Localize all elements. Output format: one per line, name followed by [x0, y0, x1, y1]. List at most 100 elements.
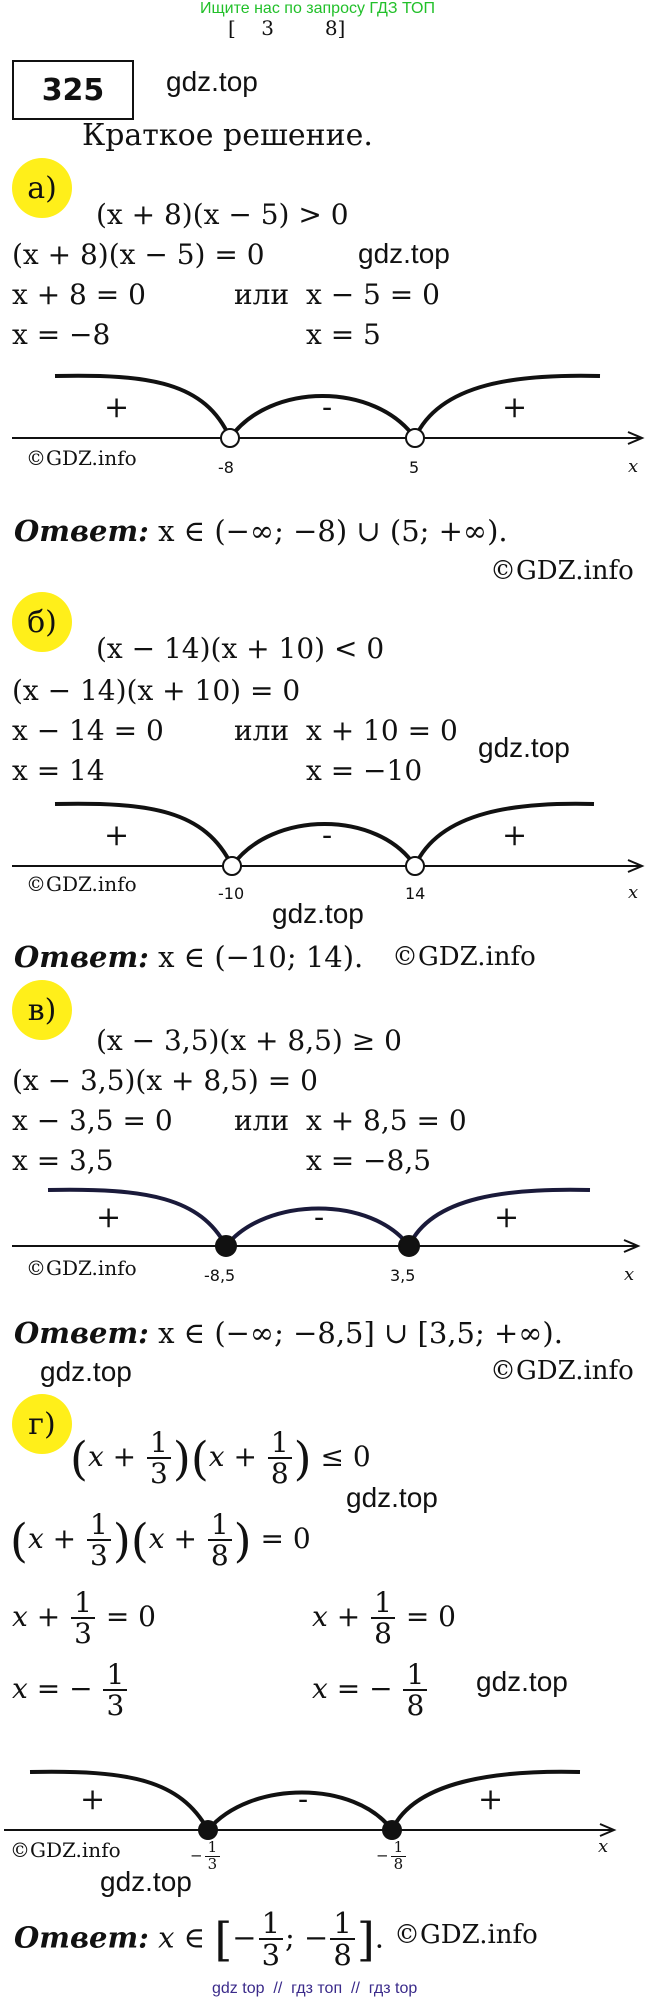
v-equation: (x − 3,5)(x + 8,5) = 0 — [12, 1064, 318, 1097]
b-sign-3: + — [502, 818, 528, 853]
v-point-left — [215, 1235, 237, 1257]
v-answer: Ответ: x ∈ (−∞; −8,5] ∪ [3,5; +∞). — [14, 1316, 563, 1350]
b-sol2: x = −10 — [306, 754, 423, 787]
v-axis-arrow — [623, 1239, 641, 1253]
b-curve-mid — [230, 822, 417, 868]
wm-gdz-info: ©GDZ.info — [26, 446, 137, 470]
wm-gdz-top: gdz.top — [346, 1482, 438, 1513]
a-axis-var: x — [628, 456, 639, 477]
v-tick-right: 3,5 — [390, 1266, 416, 1285]
a-axis-arrow — [627, 431, 645, 445]
a-number-line — [12, 373, 645, 448]
g-answer: Ответ: x ∈ [− 1 3; −1 8]. — [14, 1906, 384, 1973]
b-sign-2: - — [322, 818, 333, 853]
a-inequality: (x + 8)(x − 5) > 0 — [96, 198, 349, 231]
problem-number: 325 — [41, 72, 105, 108]
a-sol1: x = −8 — [12, 318, 111, 351]
badge-b: б) — [12, 592, 72, 652]
v-sign-1: + — [96, 1200, 122, 1235]
a-answer: Ответ: x ∈ (−∞; −8) ∪ (5; +∞). — [14, 514, 508, 548]
a-curve-right — [413, 373, 601, 439]
v-inequality: (x − 3,5)(x + 8,5) ≥ 0 — [96, 1024, 402, 1057]
a-curve-left — [54, 373, 232, 439]
a-root1: x + 8 = 0 — [12, 278, 146, 311]
g-curve-right — [390, 1769, 581, 1831]
v-axis-var: x — [624, 1264, 635, 1285]
g-inequality: (x + 1 3)(x + 1 8) ≤ 0 — [70, 1426, 371, 1491]
b-number-line — [12, 801, 645, 876]
b-root2: x + 10 = 0 — [306, 714, 458, 747]
a-sol2: x = 5 — [306, 318, 381, 351]
site-name: gdz.top — [166, 66, 258, 97]
v-or: или — [234, 1104, 290, 1137]
b-curve-right — [413, 801, 595, 867]
v-point-right — [398, 1235, 420, 1257]
v-sign-2: - — [314, 1200, 325, 1235]
g-sign-3: + — [478, 1782, 504, 1817]
badge-v: в) — [12, 980, 72, 1040]
v-curve-mid — [224, 1206, 411, 1248]
g-curve-mid — [206, 1790, 394, 1832]
g-point-right — [382, 1820, 402, 1840]
g-tick-left: −1 3 — [190, 1839, 222, 1873]
b-point-left — [222, 856, 242, 876]
a-or: или — [234, 278, 290, 311]
v-root2: x + 8,5 = 0 — [306, 1104, 467, 1137]
a-point-right — [405, 428, 425, 448]
v-curve-left — [47, 1187, 228, 1247]
g-sign-1: + — [80, 1782, 106, 1817]
g-tick-right: −1 8 — [376, 1839, 408, 1873]
wm-gdz-top: gdz.top — [100, 1866, 192, 1897]
wm-gdz-info: ©GDZ.info — [392, 942, 536, 972]
wm-gdz-top: gdz.top — [478, 732, 570, 763]
wm-gdz-info: ©GDZ.info — [490, 1356, 634, 1386]
b-tick-left: -10 — [218, 884, 245, 903]
wm-gdz-info: ©GDZ.info — [10, 1838, 121, 1862]
g-curve-left — [29, 1769, 210, 1831]
b-or: или — [234, 714, 290, 747]
b-sol1: x = 14 — [12, 754, 105, 787]
v-root1: x − 3,5 = 0 — [12, 1104, 173, 1137]
b-tick-right: 14 — [405, 884, 426, 903]
g-number-line — [4, 1769, 617, 1840]
a-curve-mid — [228, 394, 417, 440]
wm-gdz-top: gdz.top — [40, 1356, 132, 1387]
top-cut-text: [ 3 8] — [228, 16, 346, 40]
v-sign-3: + — [494, 1200, 520, 1235]
v-number-line — [12, 1187, 641, 1257]
wm-gdz-info: ©GDZ.info — [26, 872, 137, 896]
subtitle: Краткое решение. — [82, 118, 373, 153]
wm-gdz-info: ©GDZ.info — [26, 1256, 137, 1280]
a-sign-2: - — [322, 390, 333, 425]
v-sol1: x = 3,5 — [12, 1144, 114, 1177]
a-root2: x − 5 = 0 — [306, 278, 440, 311]
wm-gdz-info: ©GDZ.info — [490, 556, 634, 586]
v-sol2: x = −8,5 — [306, 1144, 432, 1177]
a-tick-left: -8 — [218, 458, 234, 477]
v-tick-left: -8,5 — [204, 1266, 236, 1285]
b-axis-arrow — [627, 859, 645, 873]
problem-number-box: 325 — [12, 60, 134, 120]
wm-gdz-top: gdz.top — [272, 898, 364, 929]
top-banner-link[interactable]: Ищите нас по запросу ГДЗ ТОП — [200, 0, 435, 17]
badge-a: а) — [12, 158, 72, 218]
g-axis-arrow — [599, 1823, 617, 1837]
a-sign-1: + — [104, 390, 130, 425]
b-sign-1: + — [104, 818, 130, 853]
wm-gdz-info: ©GDZ.info — [394, 1920, 538, 1950]
a-sign-3: + — [502, 390, 528, 425]
b-curve-left — [54, 801, 234, 867]
g-sign-2: - — [298, 1782, 309, 1817]
b-axis-var: x — [628, 882, 639, 903]
footer-links[interactable]: gdz top // гдз топ // гдз top — [212, 1980, 418, 1997]
a-equation: (x + 8)(x − 5) = 0 — [12, 238, 265, 271]
b-answer: Ответ: x ∈ (−10; 14). — [14, 940, 364, 974]
b-root1: x − 14 = 0 — [12, 714, 164, 747]
b-inequality: (x − 14)(x + 10) < 0 — [96, 632, 385, 665]
wm-gdz-top: gdz.top — [358, 238, 450, 269]
g-equation: (x + 1 3)(x + 1 8) = 0 — [10, 1508, 311, 1573]
